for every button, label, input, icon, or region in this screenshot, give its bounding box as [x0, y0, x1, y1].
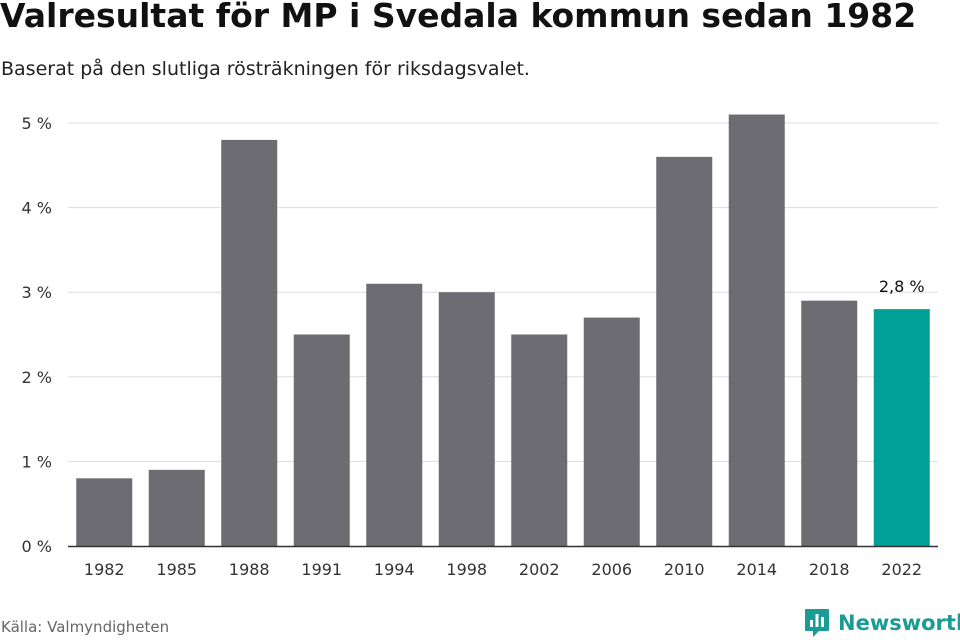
chart-subtitle: Baserat på den slutliga rösträkningen fö… — [1, 58, 530, 80]
bar-1988 — [221, 139, 278, 547]
x-tick-label: 1985 — [156, 560, 197, 579]
x-tick-label: 1998 — [446, 560, 487, 579]
bars — [76, 114, 930, 547]
brand-logo[interactable]: Newsworthy — [804, 608, 960, 638]
y-tick-label: 4 % — [22, 199, 52, 218]
chart-title: Valresultat för MP i Svedala kommun seda… — [0, 0, 917, 35]
x-tick-label: 1988 — [229, 560, 270, 579]
y-tick-label: 0 % — [22, 537, 52, 556]
x-tick-label: 2002 — [519, 560, 560, 579]
bar-1998 — [438, 292, 495, 546]
source-note: Källa: Valmyndigheten — [1, 618, 170, 636]
bar-chart: 0 %1 %2 %3 %4 %5 % 1982 1985 1988 1991 1994 1… — [22, 114, 938, 579]
gridlines — [68, 122, 938, 462]
x-tick-label: 2014 — [736, 560, 777, 579]
x-tick-label: 1994 — [374, 560, 415, 579]
data-labels: 2,8 % — [879, 277, 925, 296]
bar-1994 — [366, 283, 423, 546]
bar-2018 — [801, 300, 858, 546]
bar-2002 — [511, 334, 568, 546]
x-tick-label: 2010 — [664, 560, 705, 579]
bar-1982 — [76, 478, 133, 546]
newsworthy-logo-icon — [805, 609, 829, 637]
brand-name: Newsworthy — [838, 611, 960, 635]
x-tick-label: 1982 — [84, 560, 125, 579]
y-tick-label: 3 % — [22, 283, 52, 302]
bar-2014 — [728, 114, 785, 546]
y-tick-label: 5 % — [22, 114, 52, 133]
bar-1991 — [293, 334, 350, 546]
x-tick-label: 2006 — [591, 560, 632, 579]
bar-1985 — [148, 469, 205, 546]
x-axis-ticks: 1982 1985 1988 1991 1994 1998 2002 2006 2010 2014… — [84, 560, 922, 579]
x-tick-label: 2022 — [881, 560, 922, 579]
x-tick-label: 1991 — [301, 560, 342, 579]
bar-2010 — [656, 156, 713, 546]
bar-2006 — [583, 317, 640, 546]
bar-2022 — [873, 309, 930, 546]
y-tick-label: 1 % — [22, 452, 52, 471]
y-axis-ticks: 0 % 1 % 2 % 3 % 4 % 5 % — [22, 114, 52, 556]
y-tick-label: 2 % — [22, 368, 52, 387]
data-label: 2,8 % — [879, 277, 925, 296]
x-tick-label: 2018 — [809, 560, 850, 579]
